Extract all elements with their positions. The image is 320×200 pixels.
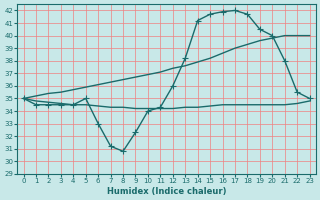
- X-axis label: Humidex (Indice chaleur): Humidex (Indice chaleur): [107, 187, 226, 196]
